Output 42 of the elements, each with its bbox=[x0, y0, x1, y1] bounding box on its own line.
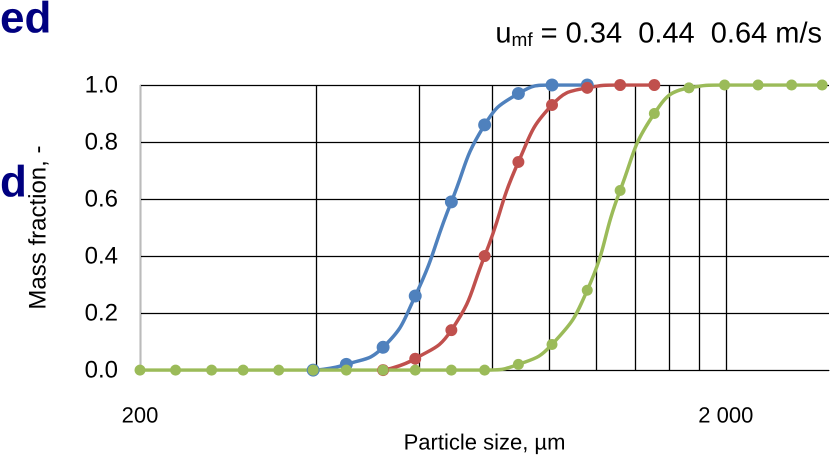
text: ed bbox=[0, 0, 52, 42]
point bbox=[546, 338, 558, 350]
point bbox=[206, 364, 218, 376]
point bbox=[408, 289, 422, 302]
point bbox=[340, 364, 352, 376]
point bbox=[170, 364, 182, 376]
point bbox=[752, 80, 764, 90]
y-tick-label: 0.8 bbox=[84, 128, 118, 156]
x-tick-label: 2 000 bbox=[698, 402, 754, 428]
y-tick-label: 0.4 bbox=[84, 242, 118, 270]
point bbox=[445, 324, 458, 336]
y-tick-label: 0.6 bbox=[84, 186, 118, 213]
point bbox=[512, 358, 524, 370]
point bbox=[648, 79, 660, 91]
point bbox=[444, 195, 458, 208]
point bbox=[546, 78, 559, 92]
point bbox=[479, 364, 490, 376]
point bbox=[410, 364, 421, 376]
point bbox=[683, 82, 694, 94]
text: d bbox=[0, 158, 27, 206]
point bbox=[273, 364, 284, 376]
point bbox=[238, 364, 249, 376]
point bbox=[719, 80, 730, 90]
point bbox=[786, 80, 798, 90]
point bbox=[512, 87, 525, 100]
y-tick-label: 0.2 bbox=[84, 300, 118, 327]
point bbox=[446, 364, 457, 376]
point bbox=[409, 352, 422, 365]
point bbox=[648, 108, 660, 120]
point bbox=[546, 98, 558, 111]
x-axis-title: Particle size, µm bbox=[404, 430, 566, 454]
y-axis-title: Mass fraction, - bbox=[24, 146, 52, 310]
x-tick-label: 200 bbox=[122, 402, 158, 428]
point bbox=[478, 118, 492, 132]
point bbox=[478, 250, 491, 262]
y-tick-label: 1.0 bbox=[84, 72, 118, 98]
y-tick-label: 0.0 bbox=[84, 356, 118, 384]
point bbox=[614, 184, 626, 196]
point bbox=[614, 79, 626, 91]
point bbox=[581, 82, 594, 94]
point bbox=[582, 284, 593, 296]
point bbox=[512, 156, 524, 168]
